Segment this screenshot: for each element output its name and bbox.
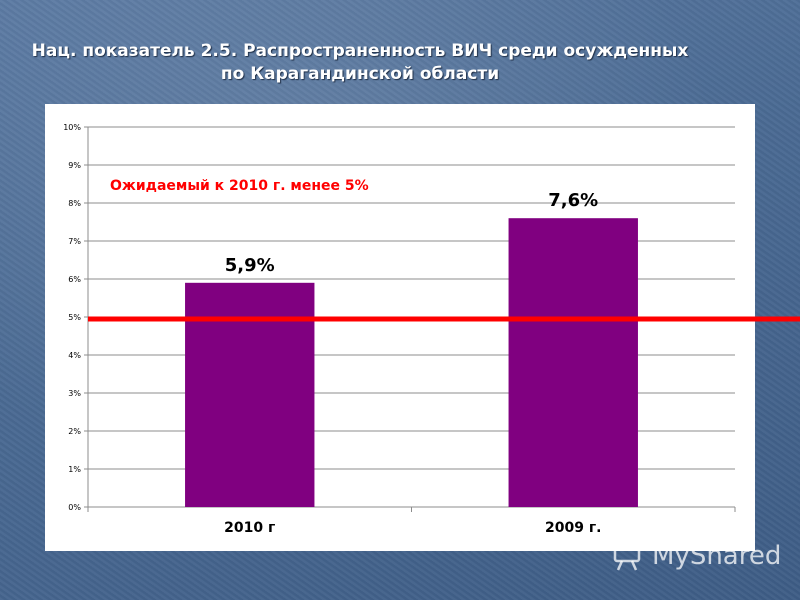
x-tick-label: 2009 г. [545, 520, 601, 536]
y-tick-label: 10% [63, 123, 81, 132]
y-tick-label: 5% [68, 313, 81, 322]
y-tick-label: 7% [68, 237, 81, 246]
y-tick-label: 4% [68, 351, 81, 360]
presentation-board-icon [613, 543, 641, 571]
data-label: 5,9% [225, 255, 275, 276]
watermark-text: MyShared [652, 541, 782, 571]
watermark: MyShared [612, 538, 782, 574]
y-tick-label: 6% [68, 275, 81, 284]
y-tick-label: 3% [68, 389, 81, 398]
chart-panel: 0% 1% 2% 3% 4% 5% 6% 7% 8% 9% 10% 5,9% 2010 г 7,6% 200… [45, 104, 755, 551]
slide-title-line2: по Карагандинской области [220, 64, 500, 84]
y-tick-label: 2% [68, 427, 81, 436]
slide-title: Нац. показатель 2.5. Распространенность … [0, 40, 720, 86]
y-tick-label: 8% [68, 199, 81, 208]
bar-chart: 0% 1% 2% 3% 4% 5% 6% 7% 8% 9% 10% 5,9% 2010 г 7,6% 200… [63, 123, 736, 536]
data-label: 7,6% [548, 190, 598, 211]
y-tick-label: 1% [68, 465, 81, 474]
bar [508, 218, 638, 507]
y-tick-label: 0% [68, 503, 81, 512]
slide-title-line1: Нац. показатель 2.5. Распространенность … [31, 41, 689, 61]
y-tick-label: 9% [68, 161, 81, 170]
target-annotation: Ожидаемый к 2010 г. менее 5% [110, 178, 369, 194]
bar [185, 282, 315, 507]
x-tick-label: 2010 г [224, 520, 275, 536]
